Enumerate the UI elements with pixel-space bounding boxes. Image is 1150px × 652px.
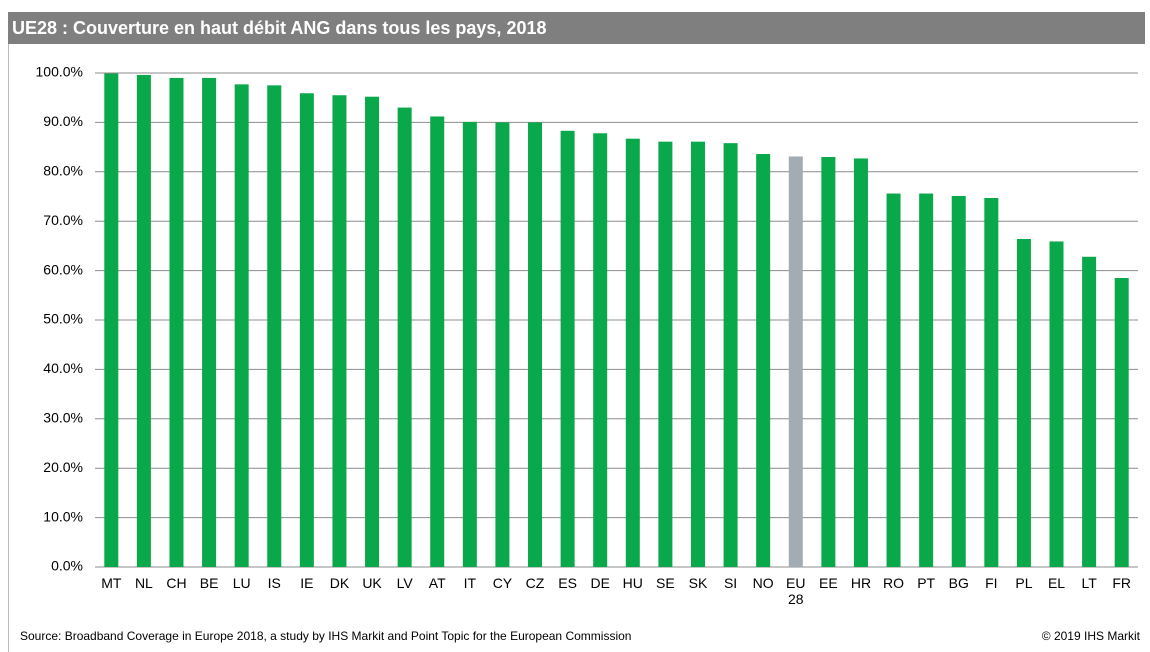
x-tick-label: LT <box>1081 575 1097 591</box>
chart-title: UE28 : Couverture en haut débit ANG dans… <box>8 12 1145 44</box>
x-tick-label: EL <box>1047 575 1066 591</box>
bar <box>593 133 608 567</box>
bar <box>1016 238 1031 567</box>
x-tick-label: SK <box>688 575 708 591</box>
bar <box>919 193 934 567</box>
bar <box>169 77 184 567</box>
x-tick-label: LU <box>232 575 251 591</box>
bar <box>332 95 347 567</box>
y-tick-label: 30.0% <box>43 410 83 426</box>
bar <box>462 121 477 567</box>
x-tick-label: IE <box>300 575 314 591</box>
bar <box>430 116 445 568</box>
y-tick-label: 70.0% <box>43 212 83 228</box>
x-tick-label: MT <box>101 575 122 591</box>
y-tick-label: 60.0% <box>43 261 83 277</box>
bar <box>756 154 771 568</box>
x-tick-label: SE <box>656 575 675 591</box>
bar <box>1049 241 1064 568</box>
bar <box>984 197 999 567</box>
x-tick-label: DK <box>329 575 350 591</box>
y-tick-label: 50.0% <box>43 311 83 327</box>
y-tick-label: 20.0% <box>43 459 83 475</box>
y-tick-label: 90.0% <box>43 113 83 129</box>
bar <box>299 93 314 567</box>
bar <box>788 156 803 567</box>
bar <box>267 85 282 567</box>
y-tick-label: 10.0% <box>43 508 83 524</box>
y-tick-label: 80.0% <box>43 163 83 179</box>
bar <box>658 141 673 567</box>
x-tick-label: SI <box>723 575 738 591</box>
bar <box>886 193 901 567</box>
y-tick-label: 100.0% <box>36 64 83 80</box>
x-tick-label: NO <box>752 575 774 591</box>
x-tick-label: PL <box>1015 575 1033 591</box>
bar <box>723 143 738 567</box>
bar <box>690 141 705 567</box>
bar <box>1082 256 1097 567</box>
x-tick-label: CH <box>166 575 187 591</box>
x-tick-label: ES <box>558 575 577 591</box>
x-tick-label: IT <box>463 575 477 591</box>
x-tick-label: IS <box>267 575 281 591</box>
x-tick-label: UK <box>362 575 382 591</box>
x-tick-label: FI <box>985 575 998 591</box>
bar <box>365 96 380 567</box>
bar <box>104 73 119 567</box>
bar <box>397 107 412 567</box>
x-tick-label: PT <box>917 575 936 591</box>
x-tick-label: RO <box>883 575 905 591</box>
bar <box>202 77 217 567</box>
x-tick-label: NL <box>134 575 153 591</box>
bar <box>560 130 575 567</box>
bar <box>1114 278 1129 567</box>
y-tick-label: 0.0% <box>51 558 83 574</box>
x-tick-label: EE <box>819 575 838 591</box>
bar <box>495 122 510 568</box>
x-tick-label: DE <box>590 575 610 591</box>
bar <box>853 158 868 567</box>
bar <box>821 156 836 568</box>
x-tick-label: HU <box>622 575 643 591</box>
x-tick-label: EU 28 <box>786 575 806 607</box>
bar <box>136 74 151 567</box>
x-tick-label: LV <box>396 575 413 591</box>
x-tick-label: BE <box>199 575 219 591</box>
x-tick-label: AT <box>428 575 446 591</box>
x-tick-label: CZ <box>525 575 545 591</box>
bar <box>625 138 640 567</box>
x-tick-label: BG <box>948 575 969 591</box>
x-tick-label: FR <box>1112 575 1132 591</box>
copyright: © 2019 IHS Markit <box>1041 629 1140 643</box>
bar <box>234 84 249 567</box>
source-note: Source: Broadband Coverage in Europe 201… <box>20 629 632 643</box>
x-tick-label: CY <box>492 575 513 591</box>
x-tick-label: HR <box>850 575 872 591</box>
bar <box>528 122 543 568</box>
y-tick-label: 40.0% <box>43 360 83 376</box>
bar <box>951 196 966 568</box>
